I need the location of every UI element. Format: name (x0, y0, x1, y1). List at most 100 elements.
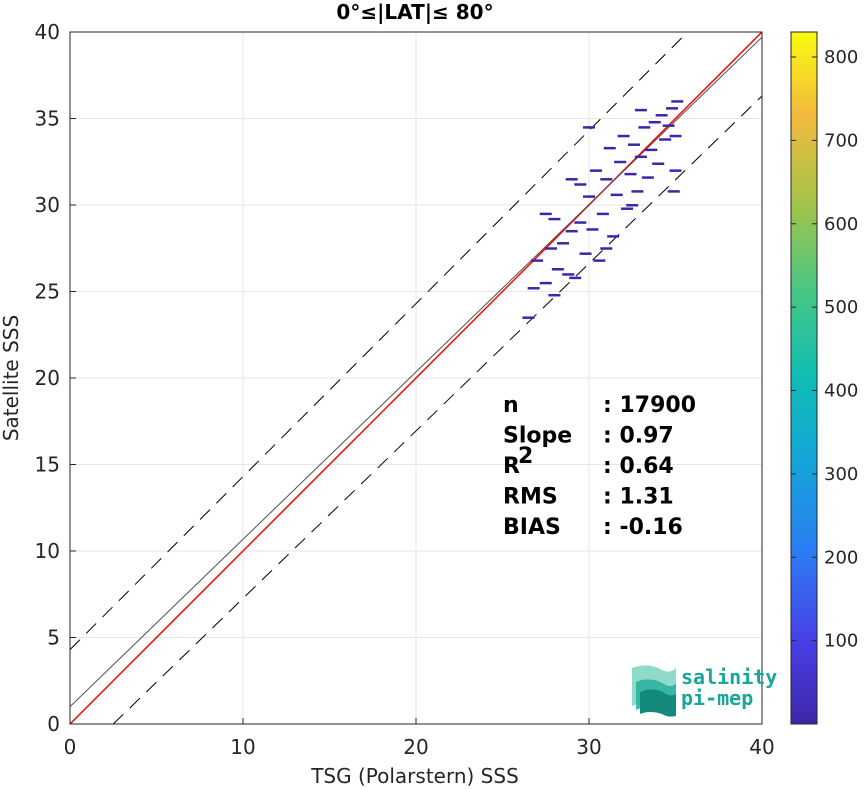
density-point (669, 169, 682, 172)
colorbar-tick-label: 200 (824, 547, 858, 568)
stat-value: : 17900 (603, 393, 696, 418)
density-point (596, 212, 609, 216)
y-axis-label: Satellite SSS (0, 315, 23, 441)
density-point (565, 229, 578, 233)
colorbar-gradient (790, 31, 818, 725)
one-to-one-line (70, 32, 762, 724)
density-point (557, 242, 570, 245)
logo-line2: pi-mep (681, 686, 753, 710)
density-point (652, 162, 665, 165)
density-point (579, 252, 592, 255)
stat-label: n (503, 393, 519, 418)
density-point (648, 120, 661, 124)
density-points (522, 100, 684, 319)
density-point (544, 247, 557, 250)
stat-value: : 1.31 (603, 485, 674, 510)
density-point (548, 217, 561, 221)
colorbar-tick-label: 300 (824, 464, 858, 485)
colorbar: 100 200 300 400 500 600 700 800 (790, 31, 858, 725)
density-point (569, 276, 582, 280)
density-point (583, 195, 595, 198)
y-axis: 0 5 10 15 20 25 30 35 40 (35, 20, 76, 736)
lower-bound-line (112, 95, 762, 724)
y-tick-label: 15 (35, 453, 60, 477)
density-point (655, 114, 668, 117)
density-point (586, 228, 599, 231)
stat-value: : 0.97 (603, 424, 674, 449)
x-axis-label: TSG (Polarstern) SSS (310, 764, 519, 788)
stat-superscript: 2 (518, 444, 533, 469)
density-point (607, 235, 620, 238)
density-point (600, 247, 613, 250)
colorbar-tick-label: 700 (824, 130, 858, 151)
density-point (667, 190, 680, 193)
y-tick-label: 35 (35, 107, 60, 131)
x-tick-label: 0 (64, 735, 77, 759)
salinity-pi-mep-logo: salinity pi-mep (632, 665, 777, 717)
density-point (574, 183, 587, 186)
chart-title: 0°≤|LAT|≤ 80° (336, 0, 493, 24)
density-point (574, 221, 587, 224)
density-point (626, 204, 639, 207)
density-point (627, 143, 640, 146)
density-point (610, 193, 623, 197)
stats-box: n : 17900 Slope : 0.97 R2 : 0.64 RMS : 1.31 BIAS… (503, 393, 696, 540)
density-point (634, 155, 647, 159)
colorbar-tick-label: 600 (824, 214, 858, 235)
y-tick-label: 30 (35, 193, 60, 217)
density-point (527, 287, 540, 290)
stat-label: Slope (503, 424, 572, 449)
density-point (548, 293, 561, 297)
y-tick-label: 0 (47, 712, 60, 736)
colorbar-tick-label: 100 (824, 631, 858, 652)
density-point (522, 316, 535, 319)
density-point (589, 169, 602, 172)
density-point (666, 107, 679, 110)
colorbar-ticks: 100 200 300 400 500 600 700 800 (791, 47, 858, 652)
logo-line1: salinity (681, 665, 777, 689)
density-point (600, 178, 613, 181)
stat-label: RMS (503, 485, 558, 510)
density-point (641, 176, 654, 179)
density-point (593, 259, 606, 262)
y-tick-label: 40 (35, 20, 60, 44)
y-tick-label: 10 (35, 539, 60, 563)
stat-label: BIAS (503, 515, 561, 540)
density-point (634, 108, 647, 112)
density-point (638, 126, 651, 129)
density-point (621, 207, 634, 210)
stat-label: R (503, 454, 520, 479)
y-tick-label: 5 (47, 626, 60, 650)
density-point (617, 134, 630, 138)
x-axis: 0 10 20 30 40 (64, 718, 775, 759)
density-point (531, 259, 544, 262)
colorbar-tick-label: 800 (824, 47, 858, 68)
density-point (671, 100, 684, 103)
density-point (659, 138, 672, 141)
density-point (603, 146, 616, 150)
colorbar-tick-label: 400 (824, 381, 858, 402)
density-point (562, 273, 575, 276)
stat-value: : -0.16 (603, 515, 683, 540)
density-point (645, 148, 658, 152)
x-tick-label: 10 (230, 735, 255, 759)
wave-logo-icon (632, 665, 676, 717)
density-point (565, 178, 578, 181)
stat-value: : 0.64 (603, 454, 674, 479)
density-point (631, 190, 644, 193)
density-point (614, 160, 627, 164)
density-point (539, 281, 552, 285)
y-tick-label: 20 (35, 366, 60, 390)
density-point (551, 268, 564, 271)
density-point (669, 134, 682, 138)
colorbar-tick-label: 500 (824, 297, 858, 318)
x-tick-label: 40 (749, 735, 774, 759)
density-point (539, 212, 552, 216)
upper-bound-line (70, 32, 689, 650)
density-point (662, 124, 675, 127)
x-tick-label: 20 (403, 735, 428, 759)
density-point (624, 172, 637, 176)
density-point (583, 126, 595, 129)
y-tick-label: 25 (35, 280, 60, 304)
